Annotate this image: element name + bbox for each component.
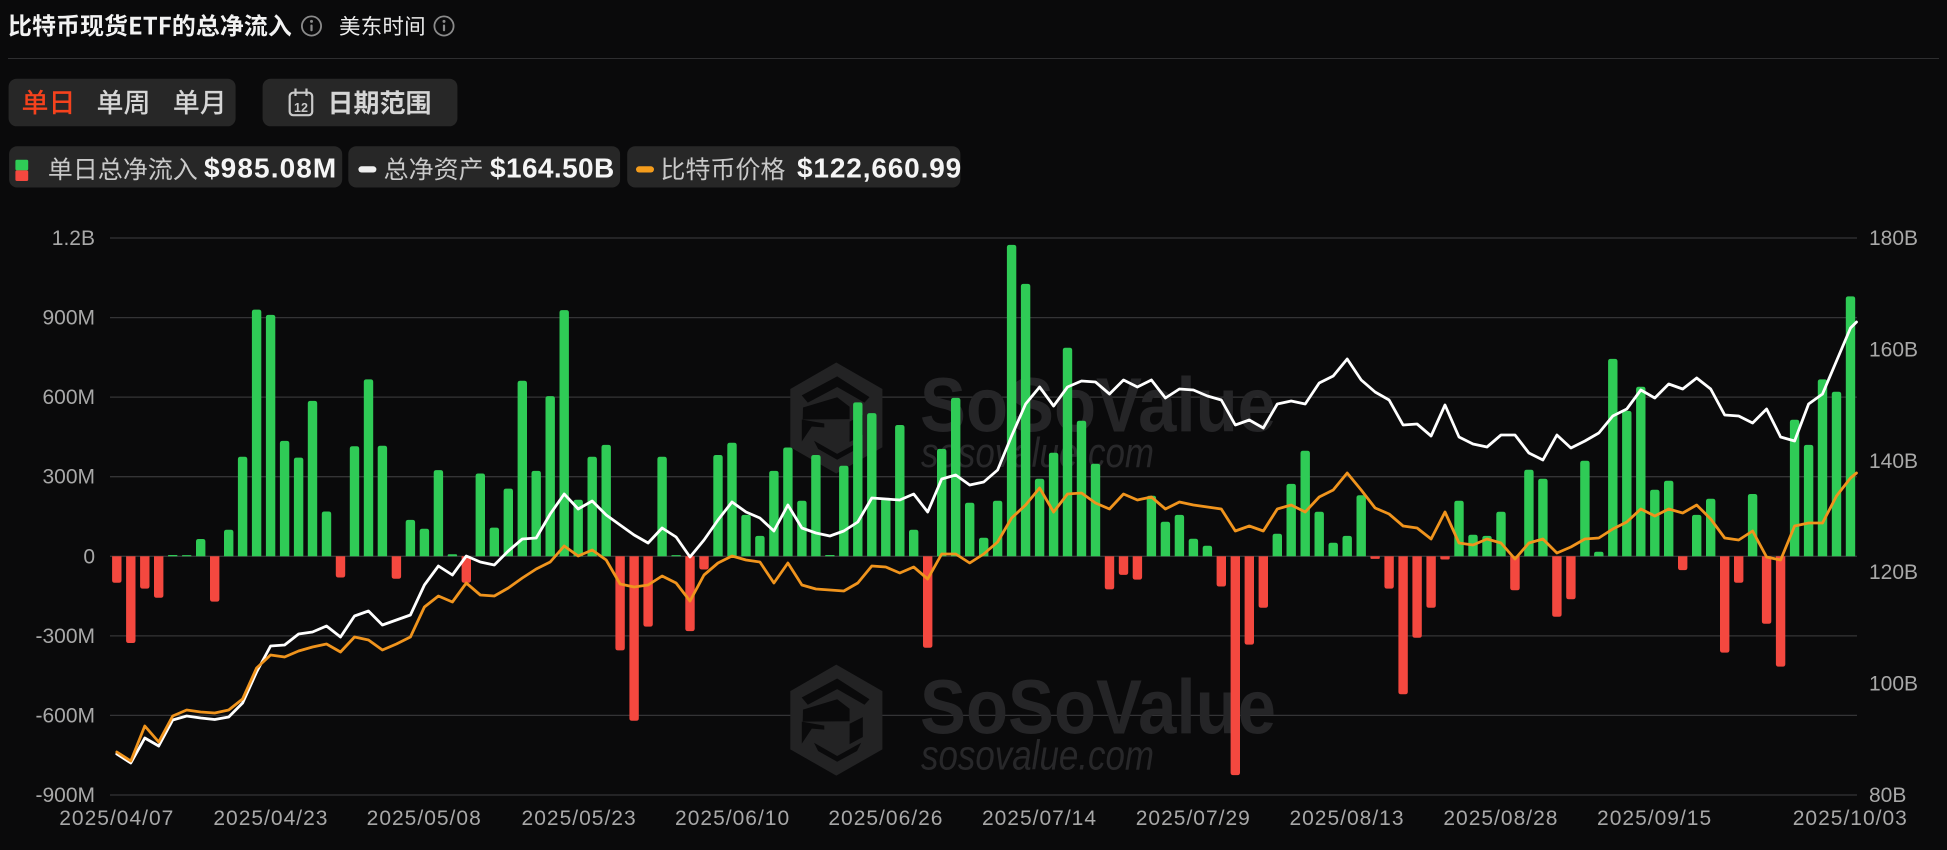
svg-text:2025/04/07: 2025/04/07 xyxy=(59,807,174,830)
svg-text:180B: 180B xyxy=(1869,227,1918,250)
svg-text:160B: 160B xyxy=(1869,338,1918,361)
svg-text:2025/08/13: 2025/08/13 xyxy=(1289,807,1404,830)
svg-text:2025/10/03: 2025/10/03 xyxy=(1793,807,1908,830)
svg-text:2025/07/29: 2025/07/29 xyxy=(1136,807,1251,830)
svg-text:sosovalue.com: sosovalue.com xyxy=(921,731,1154,778)
svg-text:80B: 80B xyxy=(1869,784,1906,807)
svg-text:-300M: -300M xyxy=(35,625,95,648)
svg-text:SoSoValue: SoSoValue xyxy=(920,665,1276,751)
svg-text:12: 12 xyxy=(294,101,308,115)
svg-text:$122,660.99: $122,660.99 xyxy=(797,152,962,183)
svg-text:900M: 900M xyxy=(42,307,95,330)
svg-text:300M: 300M xyxy=(42,466,95,489)
svg-text:SoSoValue: SoSoValue xyxy=(920,363,1276,449)
svg-text:2025/09/15: 2025/09/15 xyxy=(1597,807,1712,830)
svg-text:0: 0 xyxy=(83,545,95,568)
svg-text:2025/07/14: 2025/07/14 xyxy=(982,807,1097,830)
svg-text:-900M: -900M xyxy=(35,784,95,807)
svg-text:2025/08/28: 2025/08/28 xyxy=(1443,807,1558,830)
svg-text:-600M: -600M xyxy=(35,704,95,727)
svg-text:2025/05/23: 2025/05/23 xyxy=(522,807,637,830)
svg-text:2025/04/23: 2025/04/23 xyxy=(213,807,328,830)
svg-text:2025/06/10: 2025/06/10 xyxy=(675,807,790,830)
svg-text:2025/06/26: 2025/06/26 xyxy=(828,807,943,830)
svg-text:140B: 140B xyxy=(1869,450,1918,473)
svg-text:100B: 100B xyxy=(1869,673,1918,696)
svg-text:1.2B: 1.2B xyxy=(52,227,95,250)
svg-text:120B: 120B xyxy=(1869,561,1918,584)
svg-text:2025/05/08: 2025/05/08 xyxy=(367,807,482,830)
svg-text:600M: 600M xyxy=(42,386,95,409)
svg-text:$164.50B: $164.50B xyxy=(490,152,615,183)
svg-text:$985.08M: $985.08M xyxy=(204,152,337,183)
